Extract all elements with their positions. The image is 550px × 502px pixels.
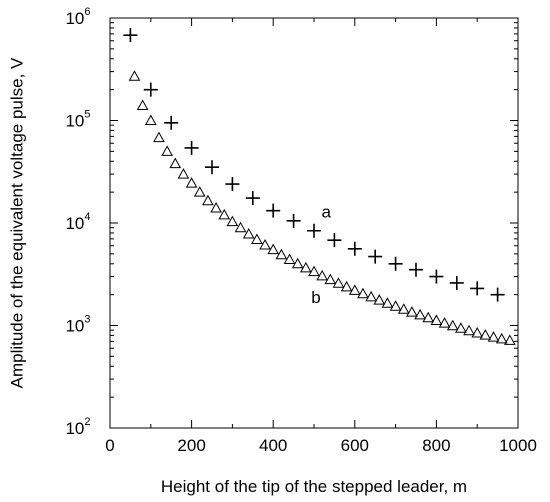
- y-axis-label: Amplitude of the equivalent voltage puls…: [7, 57, 26, 388]
- point-b: [430, 314, 443, 325]
- x-tick-label: 800: [422, 436, 450, 455]
- point-b: [324, 273, 337, 285]
- x-tick-label: 400: [259, 436, 287, 455]
- series-a: [123, 28, 505, 302]
- point-a: [470, 281, 485, 296]
- point-b: [455, 322, 467, 333]
- point-b: [373, 294, 386, 305]
- point-a: [225, 177, 240, 192]
- point-b: [389, 300, 402, 311]
- x-tick-label: 600: [341, 436, 369, 455]
- point-b: [161, 145, 173, 156]
- data-marks: [123, 28, 516, 345]
- x-tick-label: 0: [105, 436, 114, 455]
- point-b: [267, 243, 280, 255]
- point-b: [259, 238, 271, 250]
- point-b: [422, 311, 435, 323]
- point-a: [164, 115, 179, 130]
- point-b: [202, 194, 214, 206]
- plot-border: [109, 17, 519, 429]
- point-a: [449, 275, 464, 290]
- point-b: [242, 228, 255, 239]
- point-b: [299, 261, 312, 273]
- point-b: [275, 248, 288, 260]
- point-a: [286, 213, 301, 228]
- point-b: [136, 99, 149, 111]
- y-tick-label: 103: [65, 314, 90, 336]
- x-tick-label: 200: [177, 436, 205, 455]
- x-axis-ticks: 0 200 400 600 800 1000: [105, 18, 537, 455]
- point-b: [128, 70, 141, 81]
- point-b: [308, 265, 320, 277]
- point-a: [409, 262, 423, 277]
- point-b: [348, 284, 361, 295]
- point-b: [463, 324, 475, 336]
- point-b: [495, 332, 508, 344]
- point-b: [226, 215, 239, 227]
- point-a: [490, 287, 505, 302]
- point-b: [234, 221, 247, 233]
- point-b: [397, 303, 410, 314]
- y-axis-ticks: 102 103 104 105 106: [65, 6, 518, 438]
- point-b: [406, 306, 418, 317]
- point-b: [446, 319, 459, 331]
- point-a: [143, 82, 158, 97]
- point-b: [332, 277, 345, 288]
- point-b: [438, 317, 451, 328]
- point-b: [316, 269, 329, 281]
- point-b: [503, 334, 516, 345]
- point-b: [381, 297, 394, 308]
- point-a: [184, 140, 199, 155]
- y-tick-label: 106: [65, 6, 90, 28]
- point-b: [193, 186, 206, 197]
- point-a: [205, 160, 219, 175]
- point-b: [177, 168, 190, 179]
- point-b: [169, 157, 182, 169]
- point-a: [307, 223, 321, 238]
- point-b: [487, 331, 500, 342]
- point-b: [357, 287, 369, 299]
- point-a: [429, 269, 444, 284]
- point-b: [144, 114, 157, 125]
- x-tick-label: 1000: [499, 436, 537, 455]
- series-label-b: b: [311, 288, 320, 307]
- point-a: [266, 203, 281, 218]
- point-b: [471, 326, 484, 338]
- point-b: [185, 177, 198, 188]
- y-tick-label: 104: [65, 211, 90, 233]
- series-label-a: a: [322, 202, 332, 221]
- y-tick-label: 105: [65, 109, 90, 131]
- point-a: [123, 28, 138, 43]
- point-b: [414, 308, 426, 320]
- point-b: [479, 329, 492, 340]
- point-b: [251, 233, 263, 245]
- annotations: ab: [311, 202, 331, 307]
- point-b: [291, 257, 304, 269]
- point-a: [347, 241, 362, 256]
- point-b: [153, 131, 165, 143]
- series-b: [128, 70, 516, 345]
- point-b: [340, 280, 353, 292]
- point-b: [365, 290, 377, 302]
- y-tick-label: 102: [65, 416, 90, 438]
- plot-frame: [109, 17, 519, 429]
- point-a: [245, 191, 260, 206]
- point-a: [388, 256, 403, 271]
- point-a: [327, 233, 342, 248]
- x-axis-label: Height of the tip of the stepped leader,…: [161, 477, 467, 496]
- point-b: [210, 201, 222, 213]
- point-b: [218, 208, 231, 220]
- point-a: [368, 249, 383, 264]
- point-b: [283, 253, 296, 265]
